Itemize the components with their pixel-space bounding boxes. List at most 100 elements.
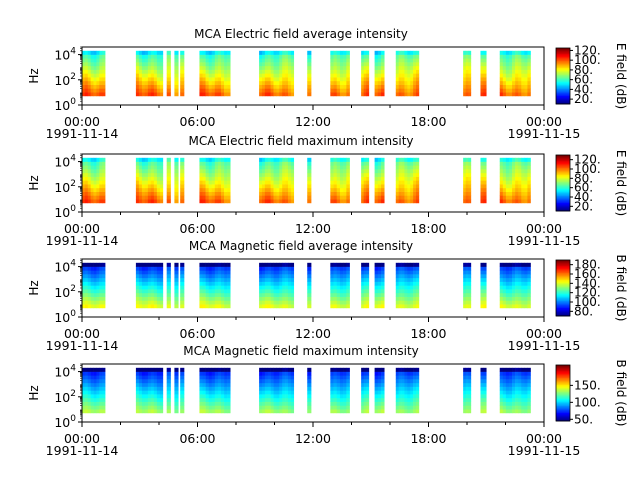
colorbar-swatch xyxy=(556,87,570,89)
x-tick-date: 1991-11-15 xyxy=(508,233,581,248)
data-segment xyxy=(361,157,370,204)
colorbar-swatch xyxy=(556,275,570,278)
colorbar-swatch xyxy=(556,404,570,406)
colorbar-tick-label: 150. xyxy=(574,378,601,392)
colorbar-swatch xyxy=(556,102,570,105)
colorbar-swatch xyxy=(556,91,570,94)
colorbar-swatch xyxy=(556,300,570,303)
colorbar-swatch xyxy=(556,171,570,174)
colorbar-swatch xyxy=(556,77,570,80)
colorbar-tick-label: 80. xyxy=(574,171,593,185)
data-segment xyxy=(166,262,171,309)
x-tick-label: 00:00 xyxy=(526,221,562,236)
panel-title: MCA Electric field maximum intensity xyxy=(188,134,413,148)
colorbar-swatch xyxy=(556,262,570,265)
colorbar-swatch xyxy=(556,204,570,206)
colorbar-swatch xyxy=(556,285,570,287)
colorbar-swatch xyxy=(556,390,570,392)
colorbar-swatch xyxy=(556,83,570,85)
colorbar-swatch xyxy=(556,63,570,66)
colorbar-swatch xyxy=(556,84,570,87)
colorbar-swatch xyxy=(556,279,570,282)
data-segment xyxy=(499,367,531,414)
colorbar-swatch xyxy=(556,73,570,75)
data-segment xyxy=(180,157,185,204)
colorbar-swatch xyxy=(556,278,570,280)
x-tick-date: 1991-11-14 xyxy=(46,443,119,458)
colorbar-swatch xyxy=(556,366,570,369)
colorbar-tick-label: 60. xyxy=(574,73,593,87)
colorbar-swatch xyxy=(556,166,570,168)
x-tick-label: 00:00 xyxy=(526,326,562,341)
colorbar-swatch xyxy=(556,184,570,187)
colorbar-swatch xyxy=(556,380,570,383)
colorbar-swatch xyxy=(556,309,570,311)
x-tick-label: 18:00 xyxy=(410,431,446,446)
colorbar-swatch xyxy=(556,274,570,276)
colorbar-swatch xyxy=(556,98,570,101)
colorbar-swatch xyxy=(556,414,570,416)
colorbar-swatch xyxy=(556,369,570,371)
colorbar-swatch xyxy=(556,199,570,202)
data-segment xyxy=(199,262,231,309)
data-segment xyxy=(330,262,350,309)
data-segment xyxy=(480,50,487,97)
colorbar-swatch xyxy=(556,155,570,157)
spectrogram-data xyxy=(82,367,531,414)
panel-title: MCA Electric field average intensity xyxy=(194,27,408,41)
colorbar-swatch xyxy=(556,190,570,192)
colorbar-swatch xyxy=(556,92,570,95)
colorbar-swatch xyxy=(556,307,570,310)
colorbar-swatch xyxy=(556,303,570,306)
spectrogram-data xyxy=(82,157,531,204)
colorbar-swatch xyxy=(556,384,570,387)
colorbar-tick-label: 140. xyxy=(574,276,601,290)
colorbar-tick-label: 40. xyxy=(574,190,593,204)
colorbar-frame xyxy=(555,154,571,212)
data-segment xyxy=(259,262,295,309)
data-segment xyxy=(480,157,487,204)
data-segment xyxy=(259,367,295,414)
x-tick-label: 12:00 xyxy=(295,326,331,341)
y-tick-label: 104 xyxy=(54,47,76,63)
colorbar-swatch xyxy=(556,191,570,194)
x-tick-label: 00:00 xyxy=(526,431,562,446)
x-tick-label: 12:00 xyxy=(295,114,331,129)
colorbar-swatch xyxy=(556,405,570,408)
data-segment xyxy=(330,157,350,204)
colorbar-tick-label: 160. xyxy=(574,267,601,281)
y-tick-label: 102 xyxy=(54,389,76,405)
data-segment xyxy=(166,50,171,97)
colorbar-swatch xyxy=(556,81,570,84)
data-segment xyxy=(174,367,179,414)
colorbar-swatch xyxy=(556,209,570,212)
colorbar-swatch xyxy=(556,50,570,53)
colorbar-swatch xyxy=(556,56,570,59)
colorbar-swatch xyxy=(556,292,570,294)
data-segment xyxy=(361,367,370,414)
panel-title: MCA Magnetic field maximum intensity xyxy=(183,344,419,358)
data-segment xyxy=(463,262,472,309)
colorbar-swatch xyxy=(556,174,570,177)
colorbar-swatch xyxy=(556,85,570,88)
spectrogram-data xyxy=(82,262,531,309)
colorbar-frame xyxy=(555,259,571,317)
data-segment xyxy=(199,367,231,414)
data-segment xyxy=(307,367,312,414)
colorbar-swatch xyxy=(556,271,570,273)
colorbar-swatch xyxy=(556,269,570,272)
y-tick-label: 100 xyxy=(54,309,76,325)
colorbar-swatch xyxy=(556,276,570,279)
x-tick-date: 1991-11-14 xyxy=(46,233,119,248)
colorbar-swatch xyxy=(556,48,570,50)
data-segment xyxy=(395,50,420,97)
y-tick-label: 102 xyxy=(54,72,76,88)
colorbar-tick-label: 100. xyxy=(574,162,601,176)
colorbar-swatch xyxy=(556,159,570,161)
y-axis-label: Hz xyxy=(27,385,41,400)
data-segment xyxy=(395,157,420,204)
data-segment xyxy=(361,50,370,97)
